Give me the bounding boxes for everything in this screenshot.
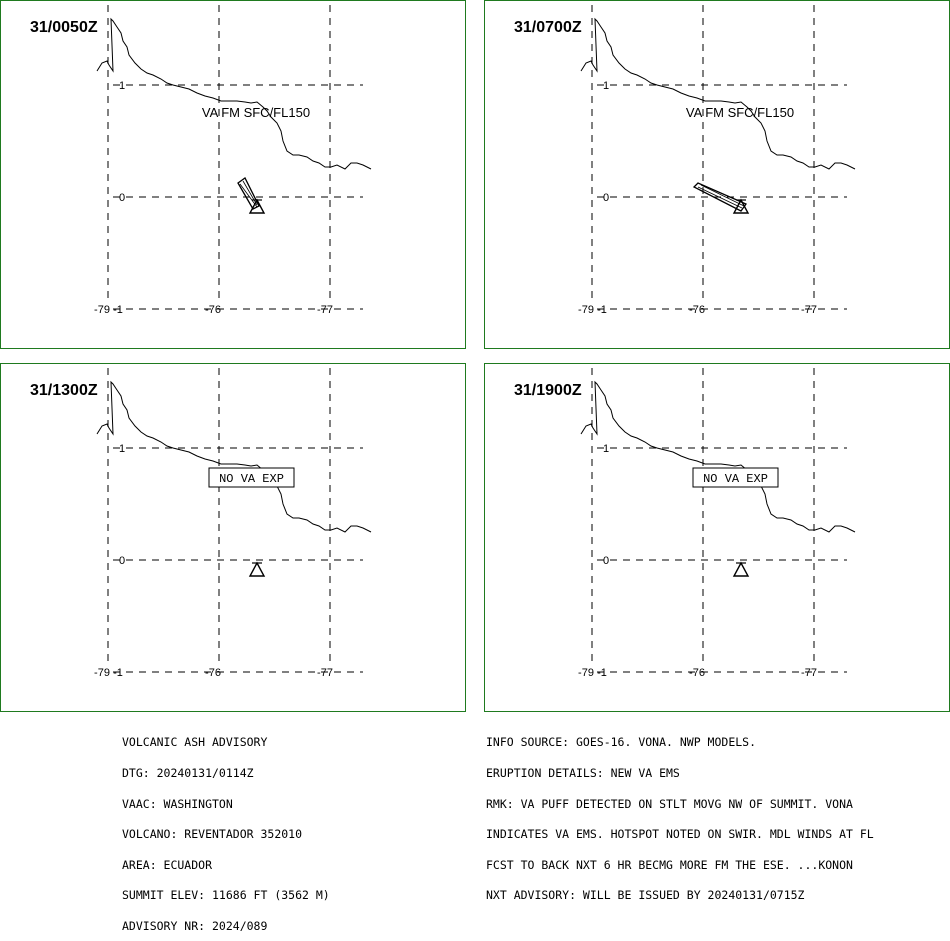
longitude-label: -77 — [317, 667, 333, 679]
longitude-label: -1 — [113, 304, 123, 316]
no-ash-label-box — [208, 467, 295, 488]
panel-valid-time: 31/0700Z — [514, 19, 582, 36]
ash-layer-label: VA FM SFC/FL150 — [202, 105, 310, 120]
advisory-line: ERUPTION DETAILS: NEW VA EMS — [486, 766, 680, 780]
latitude-label: 0 — [603, 192, 609, 204]
longitude-label: -79 — [94, 304, 110, 316]
map-canvas: 1 0 -79 -1 -76 -77 VA FM SFC/FL150 — [94, 5, 372, 316]
latitude-label: 1 — [603, 443, 609, 455]
advisory-line: AREA: ECUADOR — [122, 857, 213, 872]
coastline — [580, 17, 856, 170]
longitude-label: -77 — [317, 304, 333, 316]
no-ash-label-box — [692, 467, 779, 488]
longitude-label: -76 — [205, 667, 221, 679]
advisory-line: ADVISORY NR: 2024/089 — [122, 918, 268, 933]
latitude-label: 1 — [603, 80, 609, 92]
ash-plume-polygon — [237, 177, 260, 210]
panel-valid-time: 31/1900Z — [514, 382, 582, 399]
advisory-line: DTG: 20240131/0114Z — [122, 766, 254, 780]
advisory-line: NXT ADVISORY: WILL BE ISSUED BY 20240131… — [486, 888, 805, 903]
advisory-left-text: VOLCANIC ASH ADVISORY DTG: 20240131/0114… — [122, 717, 330, 941]
forecast-panel: 1 0 -79 -1 -76 -77 VA FM SFC/FL150 31/0050Z — [0, 0, 466, 349]
advisory-line: VOLCANO: REVENTADOR 352010 — [122, 827, 303, 842]
longitude-label: -1 — [597, 304, 607, 316]
longitude-label: -77 — [801, 667, 817, 679]
map-canvas: 1 0 -79 -1 -76 -77 NO VA EXP — [94, 368, 372, 679]
advisory-line: RMK: VA PUFF DETECTED ON STLT MOVG NW OF… — [486, 796, 853, 811]
advisory-line: INDICATES VA EMS. HOTSPOT NOTED ON SWIR.… — [486, 827, 874, 842]
advisory-right-text: INFO SOURCE: GOES-16. VONA. NWP MODELS. … — [486, 717, 874, 911]
ash-plume-hatch — [239, 180, 258, 208]
coastline — [96, 380, 372, 533]
longitude-label: -1 — [113, 667, 123, 679]
panel-valid-time: 31/1300Z — [30, 382, 98, 399]
ash-plume-hatch — [697, 184, 745, 209]
forecast-panel: 1 0 -79 -1 -76 -77 NO VA EXP 31/1300Z — [0, 363, 466, 712]
longitude-label: -79 — [94, 667, 110, 679]
advisory-line: VOLCANIC ASH ADVISORY — [122, 735, 268, 750]
advisory-line: FCST TO BACK NXT 6 HR BECMG MORE FM THE … — [486, 857, 853, 872]
longitude-label: -77 — [801, 304, 817, 316]
ash-plume-polygon — [692, 182, 747, 212]
advisory-line: INFO SOURCE: GOES-16. VONA. NWP MODELS. — [486, 735, 757, 750]
latitude-label: 0 — [603, 555, 609, 567]
volcano-icon — [248, 561, 266, 577]
advisory-line: VAAC: WASHINGTON — [122, 796, 233, 811]
longitude-label: -76 — [205, 304, 221, 316]
coastline — [580, 380, 856, 533]
longitude-label: -79 — [578, 667, 594, 679]
volcano-icon — [248, 198, 266, 214]
latitude-label: 0 — [119, 192, 125, 204]
no-ash-label: NO VA EXP — [219, 472, 284, 486]
coastline — [96, 17, 372, 170]
forecast-panel: 1 0 -79 -1 -76 -77 NO VA EXP 31/1900Z — [484, 363, 950, 712]
map-canvas: 1 0 -79 -1 -76 -77 VA FM SFC/FL150 — [578, 5, 856, 316]
volcano-icon — [732, 198, 750, 214]
ash-layer-label: VA FM SFC/FL150 — [686, 105, 794, 120]
forecast-panel: 1 0 -79 -1 -76 -77 VA FM SFC/FL150 31/0700Z — [484, 0, 950, 349]
advisory-line: SUMMIT ELEV: 11686 FT (3562 M) — [122, 888, 330, 903]
longitude-label: -76 — [689, 667, 705, 679]
map-canvas: 1 0 -79 -1 -76 -77 NO VA EXP — [578, 368, 856, 679]
no-ash-label: NO VA EXP — [703, 472, 768, 486]
longitude-label: -79 — [578, 304, 594, 316]
latitude-label: 1 — [119, 443, 125, 455]
latitude-label: 1 — [119, 80, 125, 92]
longitude-label: -76 — [689, 304, 705, 316]
latitude-label: 0 — [119, 555, 125, 567]
panel-valid-time: 31/0050Z — [30, 19, 98, 36]
longitude-label: -1 — [597, 667, 607, 679]
volcano-icon — [732, 561, 750, 577]
